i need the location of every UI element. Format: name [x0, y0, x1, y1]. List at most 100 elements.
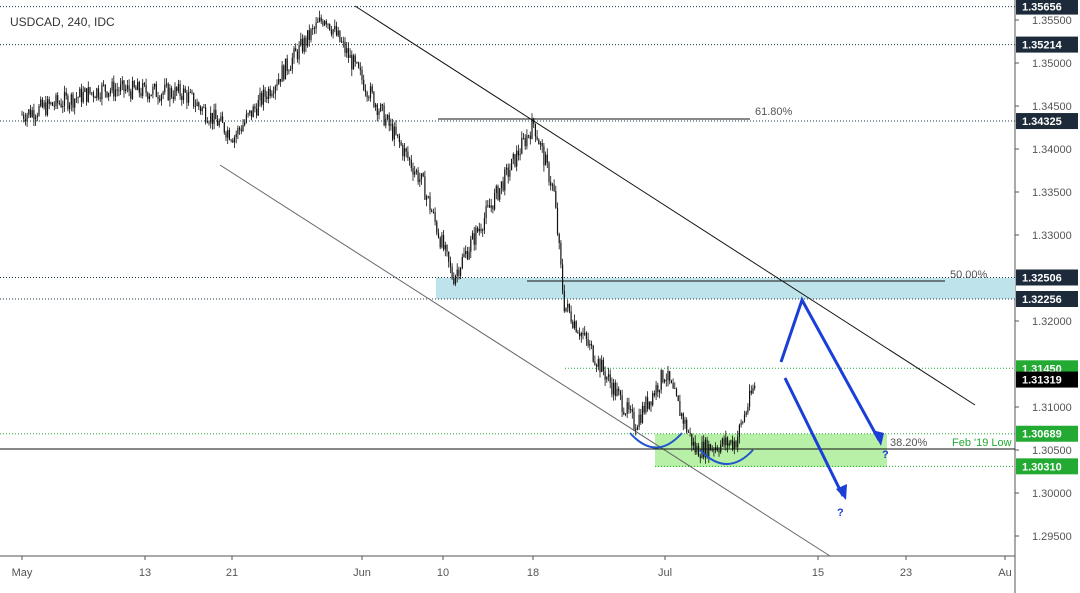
- candle: [696, 443, 698, 455]
- candle: [624, 413, 627, 417]
- candle: [162, 90, 164, 100]
- question-mark-2: ?: [837, 507, 844, 519]
- candle: [305, 35, 307, 53]
- candle: [478, 222, 480, 236]
- candle: [601, 355, 603, 373]
- candle: [52, 101, 54, 107]
- candle: [77, 96, 79, 104]
- candle: [689, 427, 691, 437]
- candle: [186, 89, 188, 110]
- candle: [317, 17, 319, 24]
- candle: [397, 134, 399, 139]
- x-tick-label: 10: [437, 567, 449, 579]
- candle: [109, 87, 111, 97]
- candle: [193, 92, 195, 109]
- candle: [210, 106, 212, 129]
- candle: [738, 423, 740, 444]
- candle: [307, 30, 309, 48]
- candle: [590, 340, 593, 350]
- candle: [386, 113, 389, 120]
- candles: [21, 10, 756, 464]
- candle: [500, 181, 502, 195]
- candle: [191, 89, 193, 95]
- candle: [701, 436, 703, 459]
- candle: [240, 125, 242, 135]
- candle: [194, 99, 196, 113]
- candle: [458, 266, 460, 280]
- candle: [225, 130, 227, 142]
- candle: [618, 386, 620, 396]
- y-tick-label: 1.35000: [1032, 58, 1072, 70]
- candle: [640, 408, 642, 425]
- candle: [684, 416, 686, 429]
- candle: [383, 102, 385, 127]
- candle: [33, 103, 35, 126]
- candle: [499, 188, 501, 203]
- candle: [324, 19, 326, 27]
- candle: [511, 158, 513, 171]
- candle: [58, 100, 60, 106]
- candle: [713, 447, 715, 457]
- candle: [505, 163, 508, 176]
- candle: [188, 86, 190, 106]
- candle: [94, 95, 96, 99]
- candle: [121, 76, 123, 91]
- candle: [159, 95, 161, 103]
- candle: [250, 110, 253, 121]
- candle: [711, 445, 713, 453]
- candle: [271, 90, 273, 98]
- candle: [512, 152, 514, 165]
- candle: [43, 99, 45, 110]
- candle: [743, 410, 746, 423]
- candle: [548, 161, 550, 186]
- candle: [36, 112, 38, 122]
- candle: [329, 23, 331, 32]
- candle: [53, 101, 55, 111]
- candle: [252, 104, 254, 118]
- candle: [335, 21, 338, 37]
- candle: [437, 228, 440, 239]
- price-tag-bg: [1016, 0, 1078, 15]
- candle: [692, 437, 695, 451]
- candle: [732, 435, 734, 452]
- candle: [303, 35, 305, 55]
- candle: [708, 440, 710, 463]
- candle: [400, 140, 402, 147]
- candle: [667, 365, 669, 387]
- x-tick-label: 23: [900, 567, 912, 579]
- candle: [273, 86, 275, 99]
- candle: [373, 91, 375, 109]
- candle: [441, 231, 443, 249]
- candle: [103, 80, 105, 87]
- candle: [427, 195, 429, 199]
- candle: [720, 440, 722, 454]
- candle: [179, 80, 181, 100]
- candle: [261, 90, 263, 108]
- candle: [674, 382, 676, 389]
- candle: [662, 369, 664, 384]
- candle: [507, 163, 509, 184]
- candle: [424, 170, 426, 200]
- price-tag-bg: [1016, 269, 1078, 286]
- candle: [541, 139, 543, 153]
- candle: [92, 90, 94, 103]
- candle: [726, 436, 729, 453]
- candle: [497, 184, 499, 201]
- candle: [182, 84, 185, 104]
- candle: [23, 111, 25, 123]
- candle: [429, 192, 431, 215]
- candle: [262, 84, 264, 111]
- candle: [480, 223, 482, 234]
- candle: [108, 92, 110, 102]
- candle: [237, 125, 239, 140]
- price-tag-bg: [1016, 371, 1078, 388]
- candle: [556, 202, 559, 236]
- candle: [269, 85, 271, 99]
- candle: [587, 332, 589, 348]
- candle: [550, 176, 552, 191]
- candle: [446, 244, 448, 257]
- candle: [208, 120, 210, 126]
- y-tick-label: 1.30000: [1032, 488, 1072, 500]
- candle: [407, 146, 409, 161]
- x-tick-label: 21: [226, 567, 238, 579]
